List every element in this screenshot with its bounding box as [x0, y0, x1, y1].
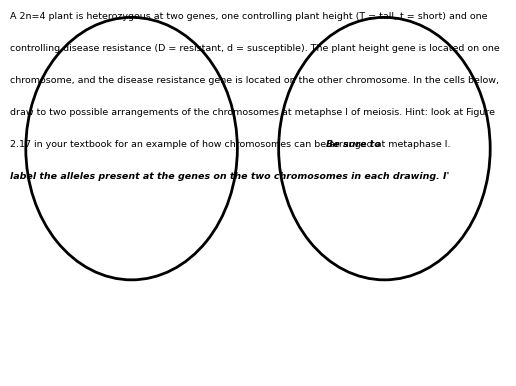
Text: controlling disease resistance (D = resistant, d = susceptible). The plant heigh: controlling disease resistance (D = resi…: [10, 44, 500, 52]
Text: Be sure to: Be sure to: [326, 140, 381, 149]
Text: A 2n=4 plant is heterozygous at two genes, one controlling plant height (T = tal: A 2n=4 plant is heterozygous at two gene…: [10, 12, 488, 20]
Text: draw to two possible arrangements of the chromosomes at metaphse I of meiosis. H: draw to two possible arrangements of the…: [10, 108, 495, 117]
Text: chromosome, and the disease resistance gene is located on the other chromosome. : chromosome, and the disease resistance g…: [10, 76, 499, 85]
Ellipse shape: [279, 17, 490, 280]
Text: label the alleles present at the genes on the two chromosomes in each drawing. I: label the alleles present at the genes o…: [10, 172, 450, 181]
Ellipse shape: [26, 17, 237, 280]
Text: 2.17 in your textbook for an example of how chromosomes can be arranged at metap: 2.17 in your textbook for an example of …: [10, 140, 454, 149]
